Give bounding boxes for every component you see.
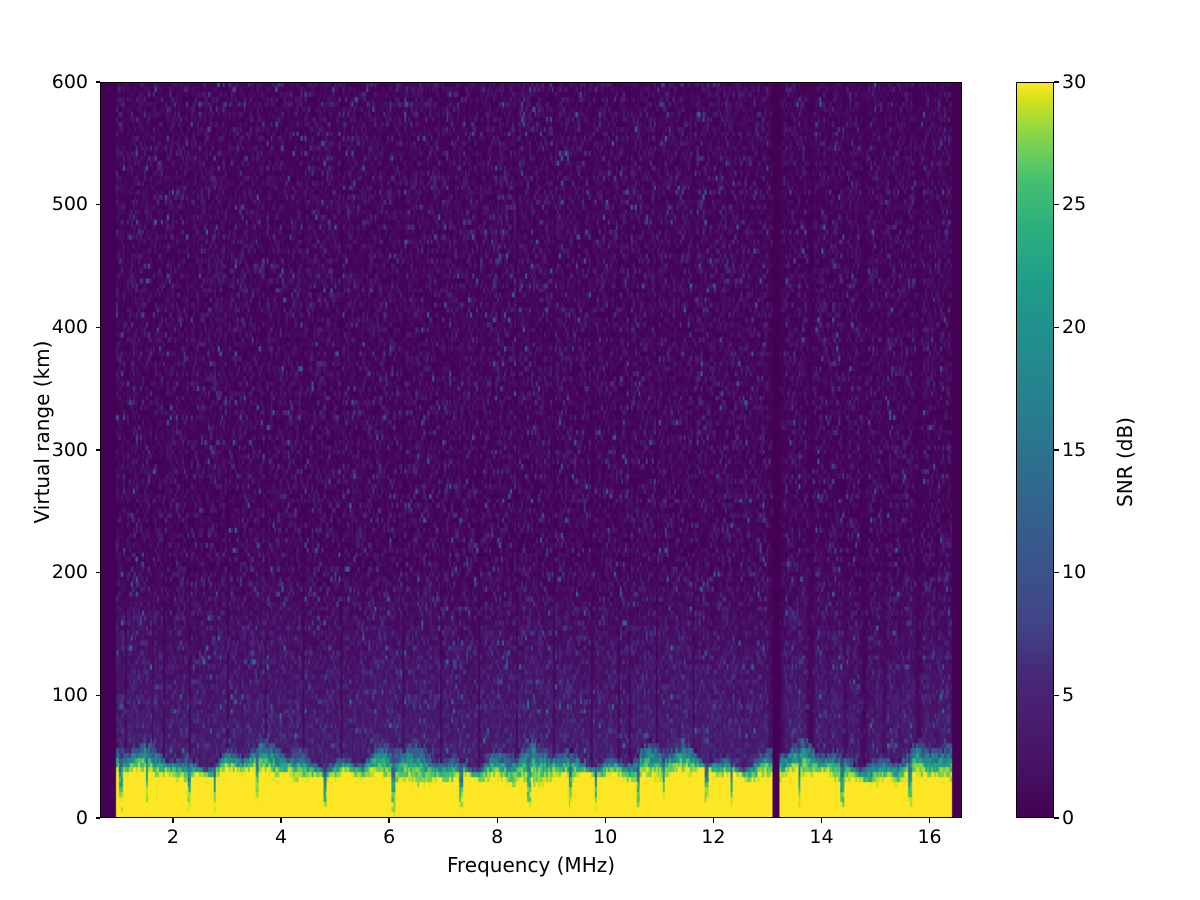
y-tick-label: 100 [51,683,88,706]
colorbar-tick-mark [1054,817,1059,819]
x-tick-label: 6 [383,826,396,848]
colorbar-label: SNR (dB) [1113,417,1137,507]
x-tick-mark [928,818,931,823]
colorbar-tick-mark [1054,572,1059,574]
colorbar-tick-label: 10 [1062,561,1087,584]
x-tick-label: 10 [593,826,618,848]
x-tick-mark [604,818,606,823]
y-axis-label: Virtual range (km) [30,340,54,524]
x-tick-mark [388,818,390,823]
colorbar-tick-mark [1054,694,1059,696]
y-tick-mark [95,326,100,328]
y-tick-label: 300 [51,438,88,461]
y-tick-label: 400 [51,315,88,338]
y-tick-mark [95,817,100,819]
colorbar-tick-mark [1054,81,1059,83]
colorbar [1016,82,1054,818]
x-tick-label: 14 [809,826,834,848]
y-tick-mark [95,81,100,83]
colorbar-tick-label: 15 [1062,438,1087,461]
y-tick-label: 0 [75,806,88,829]
colorbar-tick-label: 30 [1062,70,1087,93]
colorbar-tick-mark [1054,204,1059,206]
y-tick-label: 500 [51,193,88,216]
colorbar-tick-mark [1054,326,1059,328]
x-tick-label: 12 [701,826,726,848]
colorbar-tick-label: 25 [1062,193,1087,216]
x-tick-label: 2 [166,826,179,848]
x-tick-mark [496,818,498,823]
x-tick-mark [712,818,715,823]
x-tick-label: 8 [491,826,504,848]
colorbar-tick-label: 5 [1062,683,1075,706]
ionogram-heatmap [101,83,961,817]
ionogram-plot-area [100,82,962,818]
x-tick-label: 16 [917,826,942,848]
x-tick-mark [172,818,174,823]
x-tick-mark [280,818,282,823]
x-tick-label: 4 [275,826,288,848]
y-tick-label: 600 [51,70,88,93]
x-tick-mark [820,818,823,823]
y-tick-mark [95,204,100,206]
y-tick-mark [95,449,100,451]
y-tick-mark [95,572,100,574]
x-axis-label: Frequency (MHz) [446,853,616,877]
y-tick-mark [95,694,100,696]
colorbar-tick-label: 20 [1062,315,1087,338]
y-tick-label: 200 [51,561,88,584]
colorbar-tick-label: 0 [1062,806,1075,829]
colorbar-tick-mark [1054,449,1059,451]
